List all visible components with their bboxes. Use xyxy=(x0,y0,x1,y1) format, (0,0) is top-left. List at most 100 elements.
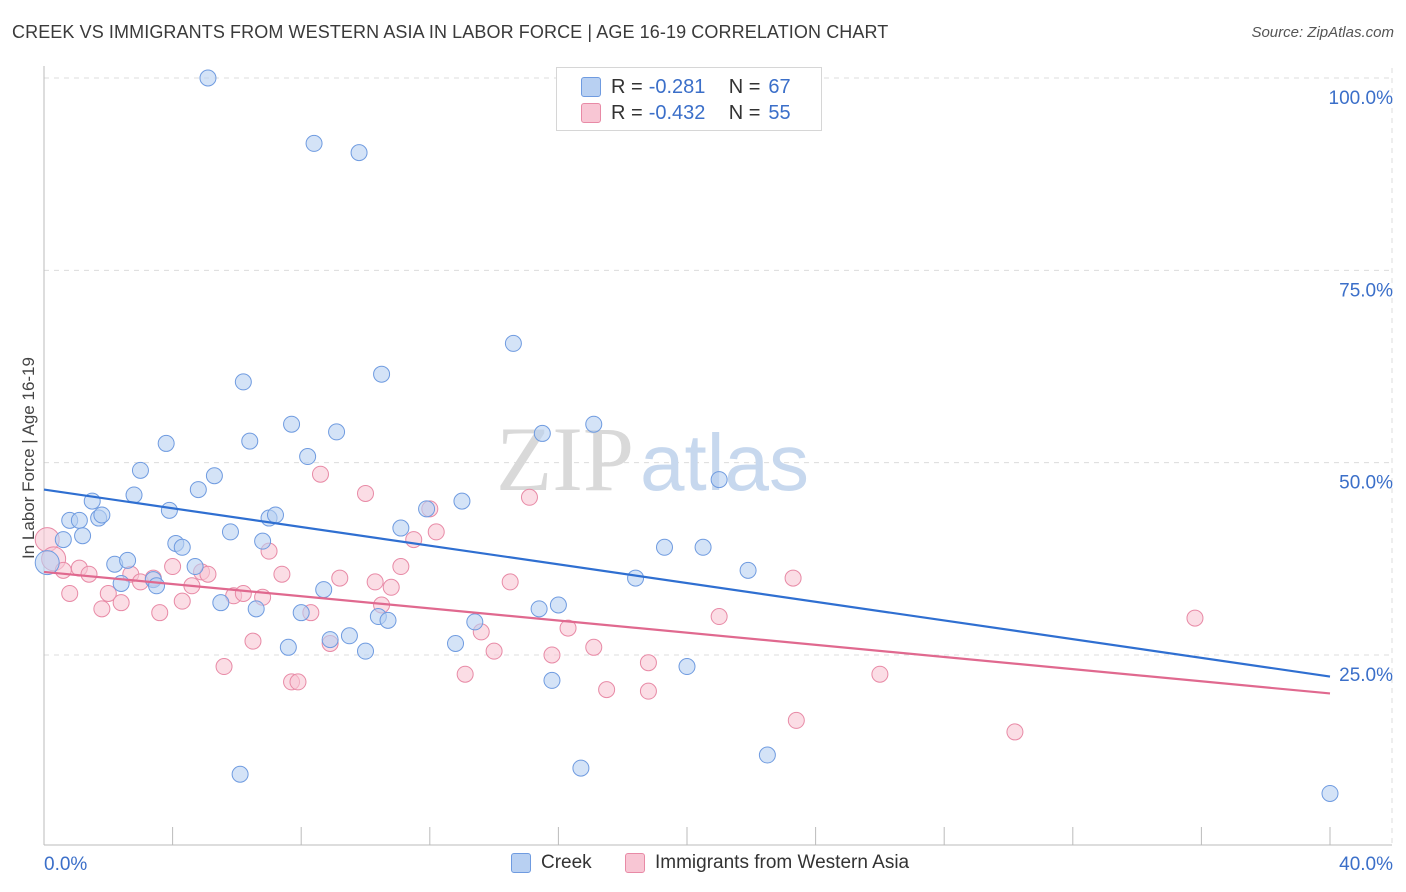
creek-point xyxy=(173,538,191,556)
creek-point xyxy=(655,538,673,556)
creek-point xyxy=(279,638,297,656)
creek-point xyxy=(466,613,484,631)
n-label: N = xyxy=(728,75,761,98)
creek-swatch xyxy=(581,77,601,97)
stats-row-creek: R = -0.281 N = 67 xyxy=(581,75,791,99)
creek-point xyxy=(299,448,317,466)
y-tick-label: 50.0% xyxy=(1339,473,1393,494)
creek-point xyxy=(212,594,230,612)
creek-point xyxy=(357,642,374,660)
creek-point xyxy=(54,531,72,549)
wasia-point xyxy=(784,569,802,587)
n-label: N = xyxy=(728,101,761,124)
legend-item-wasia[interactable]: Immigrants from Western Asia xyxy=(625,852,909,874)
wasia-point xyxy=(520,488,538,506)
y-tick-labels: 25.0% 50.0% 75.0% 100.0% xyxy=(1329,88,1394,686)
wasia-point xyxy=(99,584,117,602)
wasia-trend-line xyxy=(43,570,1331,695)
creek-trend-line xyxy=(43,488,1331,678)
wasia-point xyxy=(311,465,329,483)
wasia-point xyxy=(173,592,191,610)
x-tick-labels: 0.0% 40.0% xyxy=(44,854,1393,875)
chart-title: CREEK VS IMMIGRANTS FROM WESTERN ASIA IN… xyxy=(12,22,889,42)
n-value: 55 xyxy=(768,101,791,124)
wasia-point xyxy=(1186,609,1204,627)
r-value: -0.281 xyxy=(648,75,706,98)
wasia-point xyxy=(639,654,657,672)
creek-point xyxy=(231,765,249,783)
creek-point xyxy=(678,658,696,676)
creek-point xyxy=(340,627,358,645)
wasia-point xyxy=(427,523,445,541)
creek-point xyxy=(373,365,391,383)
trend-lines xyxy=(43,488,1331,695)
creek-point xyxy=(739,561,757,579)
n-value: 67 xyxy=(768,75,791,98)
wasia-swatch xyxy=(581,103,601,123)
wasia-point xyxy=(61,584,79,602)
creek-point xyxy=(34,550,60,576)
legend-item-creek[interactable]: Creek xyxy=(511,852,592,874)
creek-point xyxy=(157,434,175,452)
creek-point xyxy=(186,558,204,576)
wasia-point xyxy=(244,632,262,650)
creek-point xyxy=(627,569,645,587)
creek-point xyxy=(205,467,223,485)
creek-point xyxy=(328,423,346,441)
wasia-point xyxy=(331,569,349,587)
wasia-point xyxy=(485,642,503,660)
wasia-point xyxy=(366,573,384,591)
wasia-point xyxy=(215,658,233,676)
wasia-point xyxy=(93,600,111,618)
creek-point xyxy=(266,506,284,524)
creek-point xyxy=(199,69,217,87)
legend-label-creek: Creek xyxy=(541,852,592,873)
wasia-point xyxy=(787,711,805,729)
r-label: R = xyxy=(611,101,643,124)
creek-point xyxy=(453,492,471,510)
series-wasia-points xyxy=(34,465,1204,741)
creek-point xyxy=(74,527,92,545)
creek-point xyxy=(234,373,252,391)
creek-point xyxy=(292,604,310,622)
creek-point xyxy=(221,523,239,541)
wasia-point xyxy=(598,681,616,699)
source-label: Source: ZipAtlas.com xyxy=(1251,24,1394,41)
watermark: ZIP atlas xyxy=(496,408,809,510)
wasia-point xyxy=(501,573,519,591)
x-tick-label-max: 40.0% xyxy=(1339,854,1393,875)
creek-point xyxy=(758,746,776,764)
wasia-point xyxy=(80,565,98,583)
wasia-point xyxy=(164,558,182,576)
creek-point xyxy=(305,134,323,152)
creek-point xyxy=(254,532,272,550)
creek-point xyxy=(131,461,149,479)
wasia-point xyxy=(112,594,130,612)
wasia-point xyxy=(559,619,577,637)
wasia-point xyxy=(710,608,728,626)
creek-point xyxy=(543,671,561,689)
creek-point xyxy=(189,481,207,499)
creek-point xyxy=(321,631,339,649)
series-legend: Creek Immigrants from Western Asia xyxy=(0,852,1406,878)
wasia-point xyxy=(1006,723,1024,741)
wasia-point xyxy=(871,665,889,683)
creek-point xyxy=(572,759,590,777)
wasia-point xyxy=(289,673,307,691)
creek-point xyxy=(549,596,567,614)
creek-point xyxy=(392,519,410,537)
series-creek-points xyxy=(34,69,1339,802)
creek-point xyxy=(585,415,603,433)
stats-legend: R = -0.281 N = 67 R = -0.432 N = 55 xyxy=(556,67,822,131)
creek-point xyxy=(148,577,166,595)
axes xyxy=(43,66,1392,846)
creek-point xyxy=(119,551,137,569)
creek-point xyxy=(283,415,301,433)
wasia-point xyxy=(382,578,400,596)
wasia-legend-swatch xyxy=(625,853,645,873)
creek-point xyxy=(694,538,712,556)
creek-point xyxy=(125,486,143,504)
y-tick-label: 25.0% xyxy=(1339,665,1393,686)
wasia-point xyxy=(585,638,603,656)
